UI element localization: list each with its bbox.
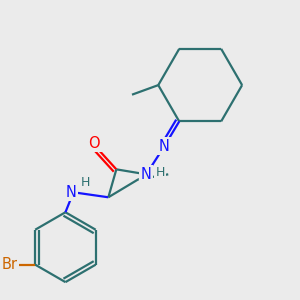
Text: N: N: [159, 139, 170, 154]
Text: H: H: [156, 166, 165, 179]
Text: N: N: [141, 167, 152, 182]
Text: Br: Br: [1, 257, 17, 272]
Text: N: N: [66, 185, 77, 200]
Text: O: O: [88, 136, 100, 151]
Text: H: H: [81, 176, 90, 189]
